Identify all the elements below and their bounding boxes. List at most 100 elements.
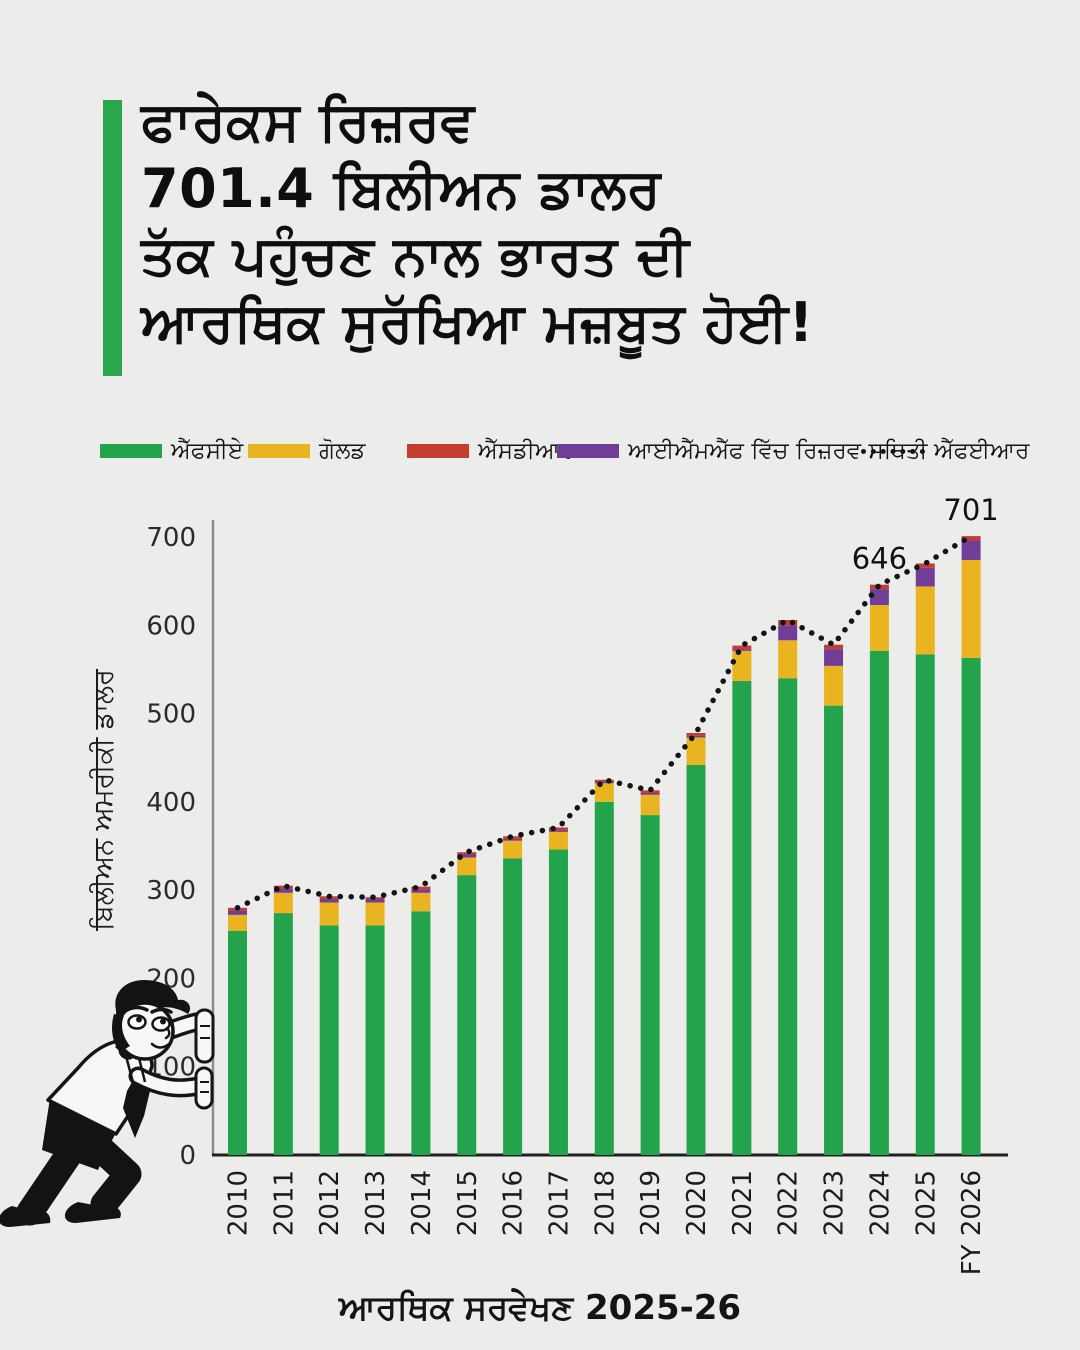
bar-segment <box>319 898 339 903</box>
fca-swatch <box>100 444 162 458</box>
bar-segment <box>365 902 385 926</box>
bar-segment <box>961 559 981 658</box>
bar-segment <box>824 649 844 666</box>
bar-segment <box>228 910 247 915</box>
sideburn <box>112 1014 130 1052</box>
sdr-swatch <box>407 444 469 458</box>
pants <box>16 1098 142 1226</box>
bar-segment <box>686 732 706 736</box>
gold-swatch <box>248 444 310 458</box>
bar-segment <box>869 650 889 1155</box>
bar-segment <box>824 665 844 706</box>
bar-segment <box>228 914 247 931</box>
bar-segment <box>869 589 889 605</box>
bar-segment <box>273 888 293 893</box>
bar-segment <box>548 831 568 850</box>
bar-segment <box>411 889 431 893</box>
bar-segment <box>732 650 752 681</box>
x-tick-label: 2012 <box>315 1170 345 1236</box>
legend-item-fer: ਐੱਫਈਆਰ <box>861 438 1029 464</box>
value-label: 646 <box>852 542 907 576</box>
bar-segment <box>457 857 477 876</box>
y-tick-label: 500 <box>146 700 196 730</box>
x-tick-label: 2024 <box>865 1170 895 1236</box>
bar-segment <box>503 840 523 859</box>
x-tick-label: FY 2026 <box>957 1170 987 1275</box>
legend-item-fca: ਐੱਫਸੀਏ <box>100 438 243 464</box>
imf-reserve-position-swatch <box>557 444 619 458</box>
legend-label: ਗੋਲਡ <box>319 438 366 464</box>
x-tick-label: 2016 <box>499 1170 529 1236</box>
bar-segment <box>869 604 889 651</box>
bar-segment <box>732 645 752 650</box>
x-tick-label: 2020 <box>682 1170 712 1236</box>
bar-segment <box>594 779 614 782</box>
x-tick-label: 2019 <box>636 1170 666 1236</box>
y-tick-label: 0 <box>179 1141 196 1171</box>
y-tick-label: 700 <box>146 523 196 553</box>
x-tick-label: 2011 <box>269 1170 299 1236</box>
x-tick-label: 2018 <box>590 1170 620 1236</box>
legend-label: ਐੱਫਸੀਏ <box>171 438 244 464</box>
bar-segment <box>778 640 798 679</box>
bar-segment <box>778 678 798 1155</box>
x-tick-label: 2022 <box>774 1170 804 1236</box>
bar-segment <box>273 913 293 1155</box>
y-tick-label: 600 <box>146 611 196 641</box>
face <box>112 980 191 1061</box>
bar-segment <box>365 925 385 1155</box>
hands <box>194 1008 215 1110</box>
bar-segment <box>503 838 523 841</box>
bar-segment <box>778 619 798 626</box>
x-tick-label: 2014 <box>407 1170 437 1236</box>
bar-segment <box>640 815 660 1155</box>
bar-segment <box>319 925 339 1155</box>
bar-segment <box>915 563 935 568</box>
x-tick-label: 2017 <box>544 1170 574 1236</box>
bar-segment <box>961 657 981 1155</box>
fer-dotted-line-swatch <box>861 448 925 454</box>
y-tick-label: 300 <box>146 876 196 906</box>
x-tick-label: 2013 <box>361 1170 391 1236</box>
y-tick-label: 400 <box>146 788 196 818</box>
bar-segment <box>961 536 981 541</box>
bar-segment <box>732 680 752 1155</box>
bar-segment <box>273 885 293 889</box>
bar-segment <box>319 902 339 926</box>
bar-segment <box>594 783 614 802</box>
bar-segment <box>915 567 935 587</box>
bar-segment <box>640 794 660 816</box>
shoes <box>0 1202 121 1227</box>
legend-item-gold: ਗੋਲਡ <box>248 438 366 464</box>
bar-segment <box>548 830 568 832</box>
title-accent-bar <box>103 100 122 376</box>
person-pushing-illustration <box>0 980 215 1227</box>
x-tick-label: 2021 <box>728 1170 758 1236</box>
bar-segment <box>824 705 844 1155</box>
bar-segment <box>961 540 981 560</box>
bar-segment <box>732 649 752 651</box>
bar-segment <box>457 853 477 858</box>
bar-segment <box>273 892 293 914</box>
bar-segment <box>548 849 568 1155</box>
bar-segment <box>503 858 523 1155</box>
bar-segment <box>594 801 614 1155</box>
bar-segment <box>824 644 844 650</box>
x-tick-label: 2023 <box>820 1170 850 1236</box>
bar-segment <box>915 586 935 655</box>
value-label: 701 <box>943 493 998 527</box>
bar-segment <box>411 892 431 912</box>
bar-segment <box>457 875 477 1155</box>
bar-segment <box>640 793 660 795</box>
bar-segment <box>548 827 568 831</box>
bar-segment <box>365 898 385 903</box>
x-tick-label: 2015 <box>453 1170 483 1236</box>
bar-segment <box>594 781 614 784</box>
bar-segment <box>686 764 706 1155</box>
hair <box>115 980 191 1023</box>
legend-label: ਐੱਫਈਆਰ <box>934 438 1030 464</box>
bar-segment <box>228 930 247 1155</box>
bar-segment <box>686 735 706 738</box>
